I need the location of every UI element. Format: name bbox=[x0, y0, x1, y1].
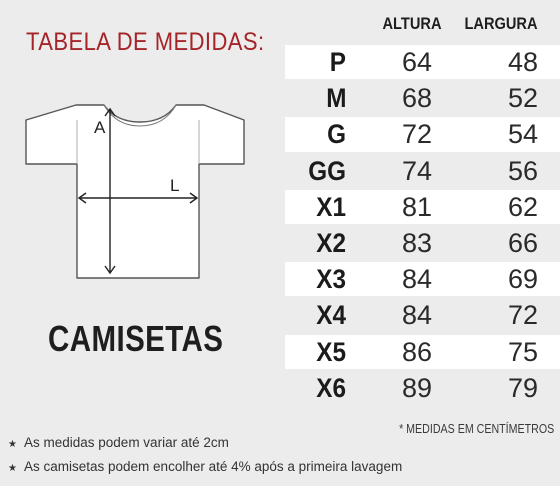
label-a: A bbox=[94, 118, 106, 137]
table-row: X2 83 66 bbox=[0, 225, 560, 261]
altura-value: 74 bbox=[401, 155, 433, 186]
altura-value: 64 bbox=[401, 47, 433, 77]
width-arrow-left bbox=[77, 192, 87, 204]
largura-value: 56 bbox=[507, 155, 539, 186]
tshirt-diagram: A L bbox=[25, 104, 245, 279]
label-l: L bbox=[170, 176, 179, 195]
page-title: TABELA DE MEDIDAS: bbox=[26, 28, 265, 56]
notes-list: ★ As medidas podem variar até 2cm ★ As cam… bbox=[8, 432, 402, 480]
largura-value: 66 bbox=[507, 227, 539, 258]
largura-value: 69 bbox=[507, 264, 539, 295]
table-row: X1 81 62 bbox=[0, 189, 560, 225]
row-highlight bbox=[285, 262, 560, 297]
altura-value: 68 bbox=[401, 83, 433, 114]
star-icon: ★ bbox=[8, 463, 17, 474]
note-item: ★ As medidas podem variar até 2cm bbox=[8, 432, 402, 456]
altura-value: 86 bbox=[401, 336, 433, 367]
altura-value: 84 bbox=[401, 264, 433, 295]
note-item: ★ As camisetas podem encolher até 4% após… bbox=[8, 456, 402, 480]
table-row: X6 89 79 bbox=[0, 370, 560, 406]
star-icon: ★ bbox=[8, 439, 17, 450]
size-label: X6 bbox=[316, 372, 346, 403]
table-row: X5 86 75 bbox=[0, 334, 560, 370]
largura-value: 79 bbox=[507, 372, 539, 403]
size-table: P 64 48 M 68 52 G 72 54 GG 74 56 X1 81 6… bbox=[0, 44, 560, 406]
size-label: G bbox=[327, 119, 346, 150]
tshirt-outline bbox=[25, 104, 245, 279]
size-label: X3 bbox=[316, 264, 346, 295]
column-header-largura: LARGURA bbox=[464, 14, 538, 33]
largura-value: 75 bbox=[507, 336, 539, 367]
row-highlight bbox=[285, 334, 560, 369]
size-label: X2 bbox=[316, 227, 346, 258]
row-highlight bbox=[285, 117, 560, 152]
table-row: M 68 52 bbox=[0, 80, 560, 116]
size-label: X4 bbox=[316, 300, 346, 331]
size-label: X1 bbox=[316, 191, 346, 222]
altura-value: 84 bbox=[401, 300, 433, 331]
largura-value: 62 bbox=[507, 191, 539, 222]
tshirt-collar bbox=[103, 104, 177, 127]
column-header-altura: ALTURA bbox=[382, 14, 442, 33]
height-arrow-top bbox=[104, 107, 116, 117]
table-row: GG 74 56 bbox=[0, 153, 560, 189]
table-row: P 64 48 bbox=[0, 44, 560, 80]
size-label: GG bbox=[308, 155, 346, 186]
size-label: X5 bbox=[316, 336, 346, 367]
note-text: As camisetas podem encolher até 4% após … bbox=[24, 459, 403, 474]
unit-note: * MEDIDAS EM CENTÍMETROS bbox=[398, 421, 554, 436]
largura-value: 48 bbox=[507, 47, 539, 77]
note-text: As medidas podem variar até 2cm bbox=[24, 435, 229, 450]
table-row: X4 84 72 bbox=[0, 297, 560, 333]
altura-value: 89 bbox=[401, 372, 433, 403]
altura-value: 81 bbox=[401, 191, 433, 222]
height-arrow-bottom bbox=[104, 265, 116, 275]
table-row: G 72 54 bbox=[0, 116, 560, 152]
row-highlight bbox=[285, 45, 560, 80]
largura-value: 72 bbox=[507, 300, 539, 331]
size-label: M bbox=[325, 83, 346, 114]
table-row: X3 84 69 bbox=[0, 261, 560, 297]
altura-value: 72 bbox=[401, 119, 433, 150]
largura-value: 52 bbox=[507, 83, 539, 114]
product-label: CAMISETAS bbox=[48, 318, 224, 359]
width-arrow-right bbox=[189, 192, 199, 204]
size-label: P bbox=[329, 47, 346, 77]
row-highlight bbox=[285, 189, 560, 224]
largura-value: 54 bbox=[507, 119, 539, 150]
altura-value: 83 bbox=[401, 227, 433, 258]
